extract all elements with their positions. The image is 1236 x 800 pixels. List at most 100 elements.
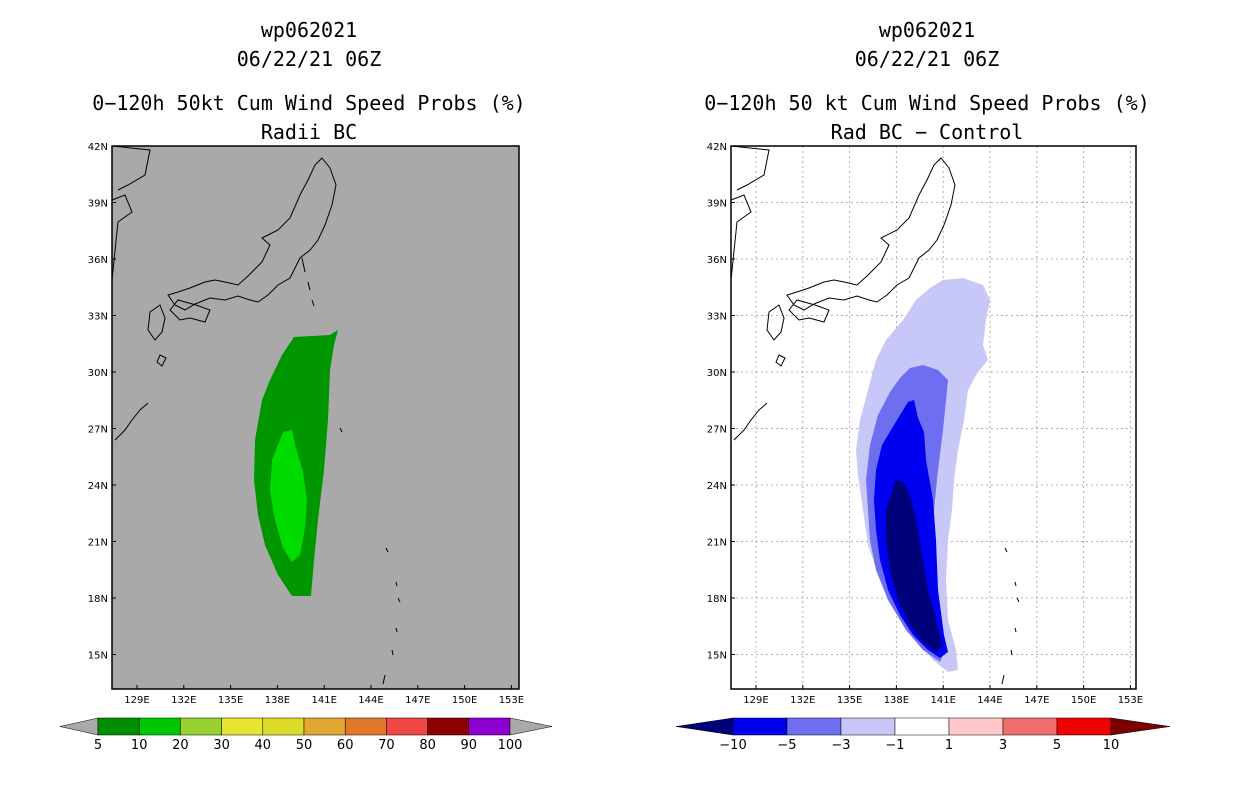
colorbar-box [840,717,896,736]
north-coast [730,145,770,191]
colorbar-label: −3 [831,738,850,753]
lat-label: 24N [707,481,727,492]
lon-label: 132E [790,695,815,706]
lat-label: 39N [707,199,727,210]
lon-label: 153E [499,695,524,706]
mariana-islands [1001,547,1020,685]
lat-label: 27N [88,425,108,436]
colorbar-label: −10 [719,738,746,753]
honshu-coast [786,157,956,311]
ryukyu-islands [114,402,149,441]
land-outlines [111,145,401,685]
lat-label: 15N [88,651,108,662]
lon-label: 141E [311,695,336,706]
lat-label: 21N [707,538,727,549]
right-storm-id: wp062021 [878,18,976,42]
izu-islands [301,257,315,307]
lon-label: 138E [265,695,290,706]
lat-label: 18N [88,594,108,605]
colorbar-box [221,717,264,736]
kyushu-coast [766,304,785,341]
colorbar-label: 40 [255,738,272,753]
colorbar-box [786,717,842,736]
prob-10-20-region [270,430,307,562]
tanegashima [775,354,786,367]
colorbar-box [894,717,950,736]
left-subtitle: Radii BC [260,120,358,144]
left-map-panel: wp062021 06/22/21 06Z 0−120h 50kt Cum Wi… [59,18,553,753]
colorbar-box [1056,717,1112,736]
north-coast [111,145,151,191]
lon-label: 147E [1024,695,1049,706]
right-map-panel: wp062021 06/22/21 06Z 0−120h 50 kt Cum W… [618,0,1236,800]
lat-label: 39N [88,199,108,210]
lon-label: 132E [171,695,196,706]
lon-label: 138E [884,695,909,706]
bonin-islands [339,427,343,433]
lat-labels: 42N 39N 36N 33N 30N 27N 24N 21N 18N 15N [707,142,735,662]
right-datetime: 06/22/21 06Z [854,47,1000,71]
colorbar-label: 20 [172,738,189,753]
colorbar-label: 30 [213,738,230,753]
lat-label: 36N [707,255,727,266]
colorbar-box [344,717,387,736]
colorbar-box [948,717,1004,736]
lon-label: 129E [124,695,149,706]
lat-label: 30N [707,368,727,379]
lat-label: 42N [88,142,108,153]
lat-label: 36N [88,255,108,266]
lon-label: 147E [405,695,430,706]
colorbar-label: 5 [94,738,102,753]
left-storm-id: wp062021 [260,18,358,42]
lat-label: 18N [707,594,727,605]
map-frame [111,145,520,690]
lat-label: 33N [88,312,108,323]
colorbar-box [468,717,511,736]
colorbar-lower-cap [675,717,734,736]
colorbar-lower-cap [59,717,99,736]
lat-label: 42N [707,142,727,153]
lat-label: 27N [707,425,727,436]
colorbar-box [386,717,428,736]
lon-label: 135E [218,695,243,706]
colorbar-label: −5 [777,738,796,753]
colorbar-label: 60 [337,738,354,753]
lat-label: 15N [707,651,727,662]
colorbar-box [97,717,140,736]
colorbar-label: 5 [1053,738,1061,753]
colorbar-box [138,717,181,736]
lon-label: 144E [977,695,1002,706]
colorbar-label: 80 [419,738,436,753]
colorbar-label: 50 [296,738,313,753]
colorbar-label: −1 [885,738,904,753]
colorbar-label: 70 [378,738,395,753]
colorbar-label: 3 [999,738,1007,753]
colorbar-box [262,717,305,736]
colorbar-box [180,717,222,736]
lon-label: 153E [1118,695,1143,706]
map-frame [730,145,1137,690]
lat-labels: 42N 39N 36N 33N 30N 27N 24N 21N 18N 15N [88,142,116,662]
left-datetime: 06/22/21 06Z [236,47,382,71]
lon-label: 141E [930,695,955,706]
colorbar-box [732,717,788,736]
colorbar-label: 10 [1103,738,1120,753]
colorbar-box [303,717,346,736]
right-product-title: 0−120h 50 kt Cum Wind Speed Probs (%) [704,91,1150,115]
lon-label: 150E [1071,695,1096,706]
colorbar-label: 100 [498,738,523,753]
colorbar-upper-cap [1110,717,1171,736]
left-product-title: 0−120h 50kt Cum Wind Speed Probs (%) [92,91,526,115]
colorbar: −10 −5 −3 −1 1 3 5 10 [675,717,1171,753]
colorbar-label: 1 [945,738,953,753]
lat-label: 21N [88,538,108,549]
colorbar-box [427,717,470,736]
honshu-coast [167,157,337,311]
lon-label: 135E [837,695,862,706]
lon-label: 144E [358,695,383,706]
kyushu-coast [147,304,166,341]
lat-label: 30N [88,368,108,379]
right-subtitle: Rad BC − Control [830,120,1024,144]
